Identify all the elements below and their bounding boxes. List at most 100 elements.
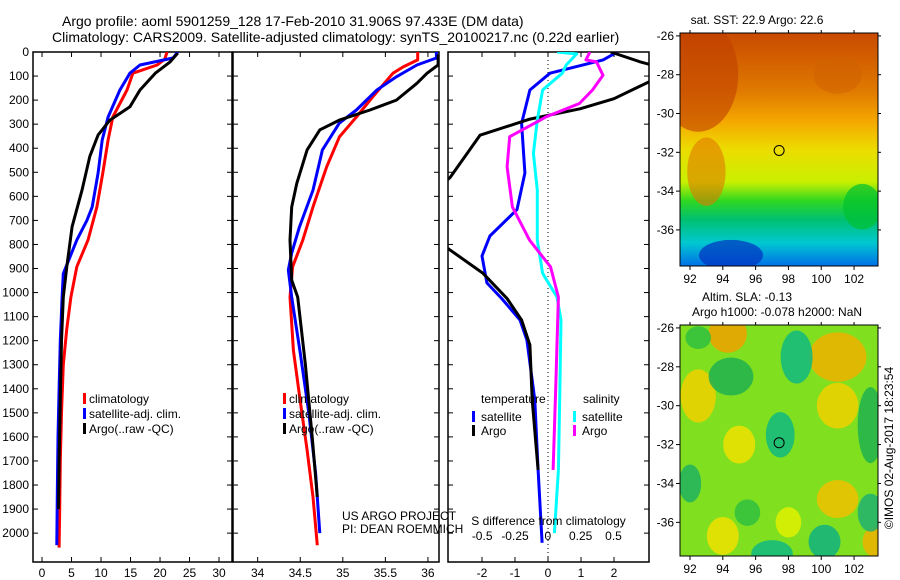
lat-tick-label: -32 xyxy=(657,438,675,452)
lat-tick-label: -30 xyxy=(657,399,675,413)
legend-label: Argo xyxy=(582,424,608,438)
legend-label: satellite xyxy=(582,410,623,424)
series-group xyxy=(55,52,179,548)
x-tick-label: 5 xyxy=(68,566,75,580)
sla-patch xyxy=(808,332,867,382)
legend-label: climatology xyxy=(89,392,149,406)
lon-tick-label: 96 xyxy=(749,272,763,286)
y-tick-label: 500 xyxy=(9,165,29,179)
x-tick-label: 35.5 xyxy=(374,566,398,580)
series-group xyxy=(448,52,649,562)
x-tick-label: -1 xyxy=(510,566,521,580)
legend-label: Argo(..raw -QC) xyxy=(89,422,174,436)
y-tick-label: 1800 xyxy=(2,478,29,492)
map-field xyxy=(680,33,878,266)
x-tick-label: 34.5 xyxy=(289,566,313,580)
y-tick-label: 1400 xyxy=(2,382,29,396)
legend-label: Argo xyxy=(481,424,507,438)
sla-patch xyxy=(862,526,878,556)
series-t-argo-line xyxy=(448,246,540,471)
argo-position-marker xyxy=(773,144,785,156)
series-climatology-line xyxy=(288,52,420,546)
x-tick-label: 0 xyxy=(39,566,46,580)
x-tick-label: 0 xyxy=(545,566,552,580)
lat-tick-label: -36 xyxy=(657,515,675,529)
y-tick-label: 1500 xyxy=(2,406,29,420)
y-tick-label: 1300 xyxy=(2,358,29,372)
series-satellite-adj-clim-line xyxy=(286,52,438,534)
map-frame xyxy=(679,324,879,557)
y-tick-label: 1900 xyxy=(2,502,29,516)
lon-tick-label: 98 xyxy=(782,272,796,286)
x-tick-label: 34 xyxy=(251,566,265,580)
sst-patch xyxy=(843,183,878,230)
lat-tick-label: -32 xyxy=(657,145,675,159)
sla-patch xyxy=(775,507,802,538)
x-tick-label: 20 xyxy=(153,566,167,580)
x-tick-label: 1 xyxy=(578,566,585,580)
title-line-1: Argo profile: aoml 5901259_128 17-Feb-20… xyxy=(62,13,524,29)
sla-patch xyxy=(680,464,702,503)
plot-frame xyxy=(232,51,440,563)
legend-header-salinity: salinity xyxy=(583,392,620,406)
legend-swatch xyxy=(472,425,475,436)
legend-label: satellite xyxy=(481,410,522,424)
x-tick-label: -2 xyxy=(477,566,488,580)
sst-map-title: sat. SST: 22.9 Argo: 22.6 xyxy=(691,13,824,27)
legend-swatch xyxy=(83,423,86,434)
legend-label: Argo(..raw -QC) xyxy=(289,422,374,436)
profile-panel-1: 0100200300400500600700800900100011001200… xyxy=(2,45,233,580)
sla-patch xyxy=(780,330,813,384)
sst-patch xyxy=(813,55,862,94)
sla-patch xyxy=(734,499,761,526)
legend-label: satellite-adj. clim. xyxy=(289,407,381,421)
lon-tick-label: 100 xyxy=(811,562,831,576)
lat-tick-label: -26 xyxy=(657,29,675,43)
y-tick-label: 800 xyxy=(9,237,29,251)
series-group xyxy=(286,52,439,546)
plot-frame xyxy=(32,51,233,563)
lon-tick-label: 92 xyxy=(683,272,697,286)
s-tick-label: 0.25 xyxy=(569,529,593,543)
sla-map-title: Altim. SLA: -0.13 xyxy=(702,290,792,304)
legend-swatch xyxy=(472,411,475,422)
sla-patch xyxy=(751,540,793,556)
sla-patch xyxy=(816,480,859,519)
title-line-2: Climatology: CARS2009. Satellite-adjuste… xyxy=(52,29,620,45)
sst-map: 92 94 96 98 100 102 -26 -28 -30 -32 -34 -36 xyxy=(657,29,881,286)
copyright-timestamp: ©IMOS 02-Aug-2017 18:23:54 xyxy=(882,367,896,530)
profile-panel-3: -2-1012T difference from climatology-0.5… xyxy=(447,51,650,580)
sst-patch xyxy=(687,137,726,206)
lat-tick-label: -28 xyxy=(657,68,675,82)
series-argo-raw-qc-line xyxy=(57,52,179,510)
sla-patch xyxy=(857,387,878,464)
profile-panel-2: 3434.53535.536salinityclimatologysatelli… xyxy=(232,51,440,580)
x-tick-label: 30 xyxy=(212,566,226,580)
sla-map-subtitle: Argo h1000: -0.078 h2000: NaN xyxy=(692,305,862,319)
sla-patch xyxy=(808,524,841,556)
x-tick-label: 10 xyxy=(94,566,108,580)
s-axis-label: S difference from climatology xyxy=(471,514,626,528)
y-tick-label: 1600 xyxy=(2,430,29,444)
project-credit: US ARGO PROJECT xyxy=(342,509,457,523)
lon-tick-label: 100 xyxy=(811,272,831,286)
sst-patch xyxy=(680,33,739,132)
lat-tick-label: -34 xyxy=(657,476,675,490)
y-tick-label: 0 xyxy=(22,45,29,59)
series-s-argo-line xyxy=(505,52,605,470)
lon-tick-label: 98 xyxy=(782,562,796,576)
map-field xyxy=(680,325,878,556)
x-tick-label: 15 xyxy=(124,566,138,580)
y-tick-label: 600 xyxy=(9,189,29,203)
map-frame xyxy=(679,32,879,267)
lat-tick-label: -30 xyxy=(657,107,675,121)
lat-tick-label: -36 xyxy=(657,223,675,237)
series-s-satellite-line xyxy=(531,52,579,534)
sla-patch xyxy=(723,425,756,464)
legend-label: satellite-adj. clim. xyxy=(89,407,181,421)
y-tick-label: 200 xyxy=(9,93,29,107)
legend-swatch xyxy=(573,425,576,436)
s-tick-label: -0.25 xyxy=(501,529,529,543)
lat-tick-label: -34 xyxy=(657,184,675,198)
